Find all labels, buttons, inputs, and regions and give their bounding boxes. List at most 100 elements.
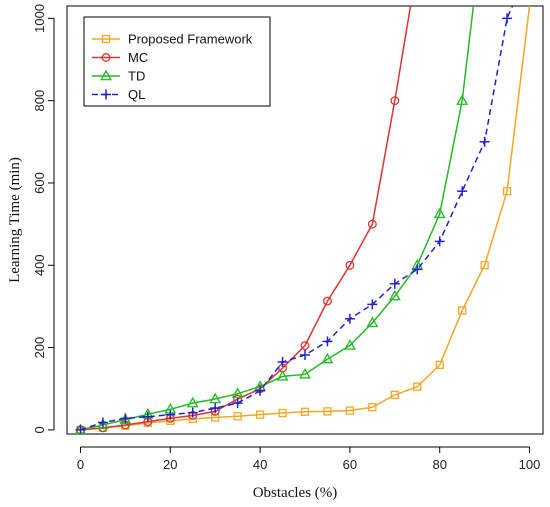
- x-tick-label: 40: [253, 457, 267, 472]
- x-tick-label: 100: [519, 457, 541, 472]
- legend-item-ql: QL: [92, 87, 145, 102]
- data-point-proposed-framework: [435, 360, 444, 370]
- data-point-td: [299, 367, 311, 379]
- square-marker: [255, 410, 265, 419]
- data-point-proposed-framework: [211, 413, 220, 422]
- data-point-mc: [323, 296, 332, 306]
- square-marker: [300, 407, 310, 416]
- circle-marker: [390, 96, 400, 106]
- data-point-td: [321, 352, 334, 364]
- legend-label: QL: [128, 87, 145, 102]
- triangle-marker: [209, 392, 222, 404]
- y-tick-label: 400: [32, 254, 47, 276]
- triangle-marker: [97, 418, 109, 430]
- triangle-marker: [456, 94, 469, 105]
- square-marker: [368, 403, 377, 412]
- data-point-td: [276, 370, 289, 381]
- data-point-ql: [210, 403, 221, 414]
- data-point-ql: [142, 411, 153, 422]
- data-point-proposed-framework: [323, 407, 332, 416]
- legend-item-mc: MC: [92, 50, 148, 65]
- x-tick-label: 0: [77, 457, 84, 472]
- square-marker: [211, 413, 220, 422]
- series-line-proposed-framework: [80, 6, 531, 431]
- data-point-proposed-framework: [413, 382, 422, 391]
- data-point-proposed-framework: [278, 408, 287, 418]
- triangle-marker: [276, 370, 289, 381]
- legend-label: MC: [128, 50, 148, 65]
- legend-marker: [100, 69, 112, 81]
- legend-box: [83, 16, 271, 107]
- data-point-td: [343, 339, 356, 350]
- legend-label: Proposed Framework: [128, 32, 253, 47]
- data-point-mc: [300, 341, 310, 350]
- data-point-ql: [277, 356, 288, 367]
- y-tick-label: 200: [32, 337, 47, 359]
- data-point-ql: [300, 349, 310, 360]
- square-marker: [502, 187, 512, 196]
- triangle-marker: [100, 69, 112, 81]
- square-marker: [480, 261, 489, 270]
- data-point-ql: [97, 417, 108, 428]
- triangle-marker: [231, 387, 244, 398]
- data-point-ql: [457, 186, 468, 197]
- legend-marker: [101, 34, 111, 44]
- data-point-proposed-framework: [255, 410, 265, 419]
- circle-marker: [300, 341, 310, 350]
- data-point-mc: [345, 260, 355, 270]
- y-tick-label: 600: [32, 172, 47, 194]
- square-marker: [323, 407, 332, 416]
- data-point-ql: [367, 299, 378, 310]
- square-marker: [345, 406, 355, 415]
- data-point-ql: [120, 413, 131, 424]
- data-point-ql: [187, 407, 198, 418]
- data-point-proposed-framework: [390, 390, 399, 400]
- data-point-td: [97, 418, 109, 430]
- data-point-ql: [322, 336, 333, 347]
- data-point-ql: [389, 278, 400, 289]
- legend: Proposed Framework MC TD QL: [83, 16, 271, 107]
- series-group: [74, 6, 531, 434]
- data-point-td: [209, 392, 222, 404]
- x-axis-title: Obstacles (%): [253, 485, 338, 501]
- circle-marker: [323, 296, 332, 306]
- triangle-marker: [433, 207, 446, 219]
- legend-label: TD: [128, 69, 145, 84]
- square-marker: [435, 360, 444, 370]
- triangle-marker: [299, 367, 311, 379]
- legend-item-td: TD: [92, 69, 145, 84]
- data-point-ql: [502, 13, 513, 24]
- square-marker: [390, 390, 399, 400]
- circle-marker: [345, 260, 355, 270]
- y-tick-label: 800: [32, 90, 47, 112]
- data-point-proposed-framework: [345, 406, 355, 415]
- data-point-proposed-framework: [458, 306, 467, 315]
- square-marker: [278, 408, 287, 418]
- x-tick-label: 80: [432, 457, 446, 472]
- y-tick-label: 1000: [32, 4, 47, 33]
- series-line-mc: [80, 6, 412, 431]
- data-point-proposed-framework: [502, 187, 512, 196]
- x-tick-label: 60: [343, 457, 357, 472]
- triangle-marker: [388, 289, 401, 301]
- legend-item-proposed-framework: Proposed Framework: [92, 32, 253, 47]
- square-marker: [101, 34, 111, 44]
- y-axis: 0 200 400 600 800 1000: [32, 4, 55, 434]
- plot-frame: [66, 5, 544, 435]
- data-point-proposed-framework: [300, 407, 310, 416]
- data-point-ql: [434, 236, 445, 247]
- legend-marker: [101, 53, 111, 62]
- data-point-proposed-framework: [368, 403, 377, 412]
- square-marker: [458, 306, 467, 315]
- data-point-ql: [75, 424, 86, 434]
- data-point-ql: [412, 264, 423, 275]
- plot-area: [66, 5, 544, 435]
- data-point-td: [231, 387, 244, 398]
- data-point-ql: [255, 385, 266, 396]
- data-point-ql: [165, 409, 176, 420]
- data-point-proposed-framework: [480, 261, 489, 270]
- triangle-marker: [186, 396, 199, 408]
- square-marker: [233, 412, 242, 421]
- legend-marker: [101, 89, 111, 100]
